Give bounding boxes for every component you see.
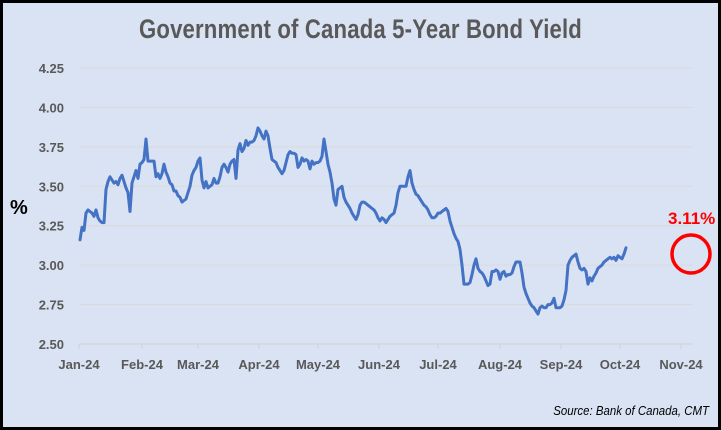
- x-tick-label: Jul-24: [419, 357, 457, 372]
- y-tick-label: 4.25: [39, 61, 64, 76]
- latest-value-annotation: 3.11%: [668, 209, 715, 228]
- highlight-circle: [670, 233, 712, 275]
- source-note: Source: Bank of Canada, CMT: [553, 403, 709, 418]
- x-tick-label: Jun-24: [358, 357, 401, 372]
- x-tick-label: May-24: [296, 357, 341, 372]
- x-tick-label: Jan-24: [58, 357, 100, 372]
- y-tick-label: 2.75: [39, 298, 64, 313]
- x-tick-label: Sep-24: [540, 357, 583, 372]
- x-tick-label: Aug-24: [478, 357, 523, 372]
- y-tick-label: 2.50: [39, 337, 64, 352]
- x-tick-label: Feb-24: [121, 357, 164, 372]
- y-tick-label: 3.75: [39, 140, 64, 155]
- chart-title: Government of Canada 5-Year Bond Yield: [138, 14, 582, 44]
- x-tick-label: Mar-24: [177, 357, 220, 372]
- yield-line: [78, 126, 628, 316]
- y-axis-unit-label: %: [10, 197, 28, 219]
- x-tick-label: Nov-24: [659, 357, 703, 372]
- y-tick-label: 4.00: [39, 100, 64, 115]
- x-axis: Jan-24 Feb-24 Mar-24 Apr-24 May-24 Jun-24 Jul-…: [58, 344, 703, 372]
- gridlines: [79, 67, 693, 345]
- y-tick-label: 3.25: [39, 219, 64, 234]
- y-axis-ticks: 2.50 2.75 3.00 3.25 3.50 3.75 4.00 4.25: [39, 61, 64, 352]
- x-tick-label: Apr-24: [238, 357, 280, 372]
- y-tick-label: 3.50: [39, 179, 64, 194]
- x-tick-label: Oct-24: [600, 357, 641, 372]
- y-tick-label: 3.00: [39, 258, 64, 273]
